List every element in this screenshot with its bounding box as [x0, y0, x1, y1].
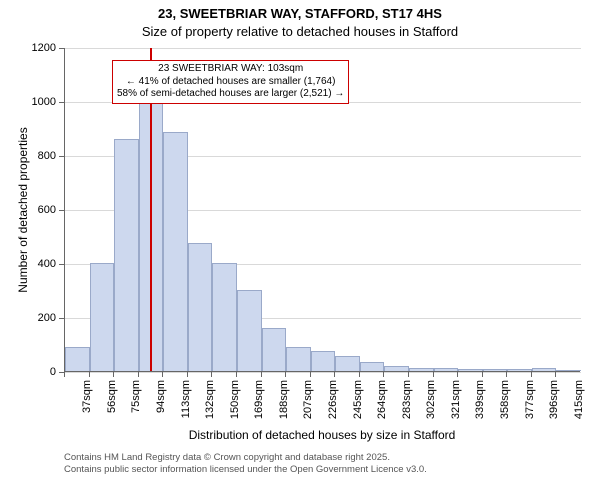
- x-tick-mark: [113, 372, 114, 377]
- x-tick-label: 283sqm: [401, 380, 413, 419]
- histogram-bar: [114, 139, 139, 371]
- histogram-bar: [262, 328, 287, 371]
- x-tick-label: 37sqm: [81, 380, 93, 413]
- footer-line1: Contains HM Land Registry data © Crown c…: [64, 452, 427, 464]
- y-tick-mark: [59, 264, 64, 265]
- x-tick-mark: [310, 372, 311, 377]
- x-tick-mark: [482, 372, 483, 377]
- gridline: [65, 48, 581, 49]
- annotation-line: 23 SWEETBRIAR WAY: 103sqm: [117, 63, 344, 76]
- y-tick-mark: [59, 318, 64, 319]
- y-tick-label: 1000: [32, 96, 56, 108]
- y-tick-label: 0: [50, 366, 56, 378]
- chart-title-line1: 23, SWEETBRIAR WAY, STAFFORD, ST17 4HS: [0, 6, 600, 21]
- y-tick-label: 800: [38, 150, 56, 162]
- annotation-line: ← 41% of detached houses are smaller (1,…: [117, 76, 344, 89]
- histogram-bar: [90, 263, 115, 371]
- histogram-bar: [507, 369, 532, 371]
- histogram-bar: [163, 132, 188, 371]
- histogram-bar: [65, 347, 90, 371]
- y-tick-label: 1200: [32, 42, 56, 54]
- x-tick-label: 169sqm: [253, 380, 265, 419]
- x-tick-label: 321sqm: [450, 380, 462, 419]
- footer-attribution: Contains HM Land Registry data © Crown c…: [64, 452, 427, 477]
- x-tick-mark: [359, 372, 360, 377]
- x-tick-mark: [555, 372, 556, 377]
- histogram-bar: [286, 347, 311, 371]
- histogram-bar: [532, 368, 557, 371]
- y-tick-mark: [59, 102, 64, 103]
- x-tick-mark: [457, 372, 458, 377]
- histogram-bar: [409, 368, 434, 371]
- x-tick-mark: [506, 372, 507, 377]
- x-tick-mark: [383, 372, 384, 377]
- x-tick-mark: [408, 372, 409, 377]
- x-tick-label: 415sqm: [573, 380, 585, 419]
- x-tick-mark: [285, 372, 286, 377]
- x-tick-label: 150sqm: [229, 380, 241, 419]
- x-tick-label: 113sqm: [180, 380, 192, 418]
- x-tick-label: 339sqm: [474, 380, 486, 419]
- x-tick-label: 132sqm: [204, 380, 216, 419]
- x-tick-label: 396sqm: [548, 380, 560, 419]
- x-tick-label: 188sqm: [278, 380, 290, 419]
- x-tick-mark: [138, 372, 139, 377]
- x-tick-label: 245sqm: [352, 380, 364, 419]
- x-tick-mark: [162, 372, 163, 377]
- x-axis-label: Distribution of detached houses by size …: [64, 428, 580, 442]
- x-tick-label: 75sqm: [130, 380, 142, 413]
- histogram-bar: [212, 263, 237, 371]
- x-tick-label: 302sqm: [425, 380, 437, 419]
- histogram-bar: [483, 369, 508, 371]
- histogram-bar: [237, 290, 262, 371]
- x-tick-mark: [211, 372, 212, 377]
- y-tick-label: 200: [38, 312, 56, 324]
- histogram-bar: [384, 366, 409, 371]
- annotation-line: 58% of semi-detached houses are larger (…: [117, 88, 344, 101]
- x-tick-mark: [531, 372, 532, 377]
- x-tick-label: 56sqm: [106, 380, 118, 413]
- x-tick-mark: [64, 372, 65, 377]
- x-tick-label: 358sqm: [499, 380, 511, 419]
- y-axis-label: Number of detached properties: [16, 48, 30, 372]
- x-tick-label: 377sqm: [524, 380, 536, 419]
- histogram-bar: [188, 243, 213, 371]
- x-tick-label: 264sqm: [376, 380, 388, 419]
- histogram-bar: [458, 369, 483, 371]
- y-tick-label: 600: [38, 204, 56, 216]
- annotation-box: 23 SWEETBRIAR WAY: 103sqm← 41% of detach…: [112, 60, 349, 104]
- x-tick-mark: [334, 372, 335, 377]
- gridline: [65, 372, 581, 373]
- x-tick-mark: [261, 372, 262, 377]
- x-tick-mark: [187, 372, 188, 377]
- histogram-bar: [434, 368, 459, 371]
- x-tick-label: 226sqm: [327, 380, 339, 419]
- histogram-bar: [360, 362, 385, 371]
- y-tick-mark: [59, 210, 64, 211]
- footer-line2: Contains public sector information licen…: [64, 464, 427, 476]
- y-tick-label: 400: [38, 258, 56, 270]
- histogram-chart: { "title": { "line1": "23, SWEETBRIAR WA…: [0, 0, 600, 500]
- histogram-bar: [335, 356, 360, 371]
- x-tick-mark: [236, 372, 237, 377]
- y-tick-mark: [59, 156, 64, 157]
- x-tick-label: 207sqm: [302, 380, 314, 419]
- y-tick-mark: [59, 48, 64, 49]
- histogram-bar: [311, 351, 336, 371]
- x-tick-mark: [433, 372, 434, 377]
- x-tick-label: 94sqm: [155, 380, 167, 413]
- x-tick-mark: [89, 372, 90, 377]
- histogram-bar: [556, 370, 581, 371]
- chart-title-line2: Size of property relative to detached ho…: [0, 24, 600, 39]
